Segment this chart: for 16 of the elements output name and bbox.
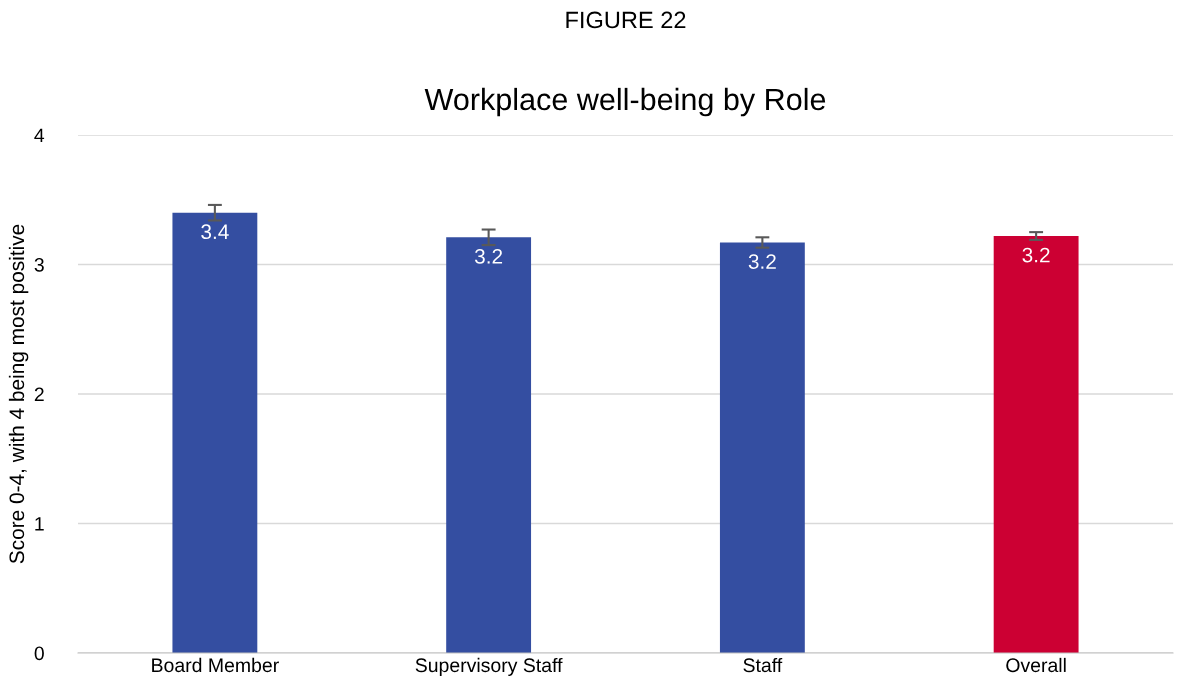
x-tick-label: Overall <box>1006 657 1066 673</box>
x-tick-label: Supervisory Staff <box>415 657 563 676</box>
data-label: 3.2 <box>1022 247 1050 263</box>
x-tick-label: Staff <box>743 657 783 673</box>
y-tick-label: 2 <box>34 387 44 402</box>
y-tick-label: 0 <box>34 646 44 661</box>
x-tick-label: Board Member <box>152 657 279 673</box>
data-label: 3.2 <box>474 248 503 264</box>
y-tick-label: 1 <box>35 517 44 531</box>
chart-subtitle: FIGURE 22 <box>566 11 686 29</box>
y-tick-label: 4 <box>34 128 45 143</box>
y-axis-title: Score 0-4, with 4 being most positive <box>8 224 29 564</box>
y-tick-label: 3 <box>34 257 44 272</box>
chart-title: Workplace well-being by Role <box>424 87 826 117</box>
data-label: 3.2 <box>748 254 776 269</box>
data-label: 3.4 <box>201 224 229 240</box>
